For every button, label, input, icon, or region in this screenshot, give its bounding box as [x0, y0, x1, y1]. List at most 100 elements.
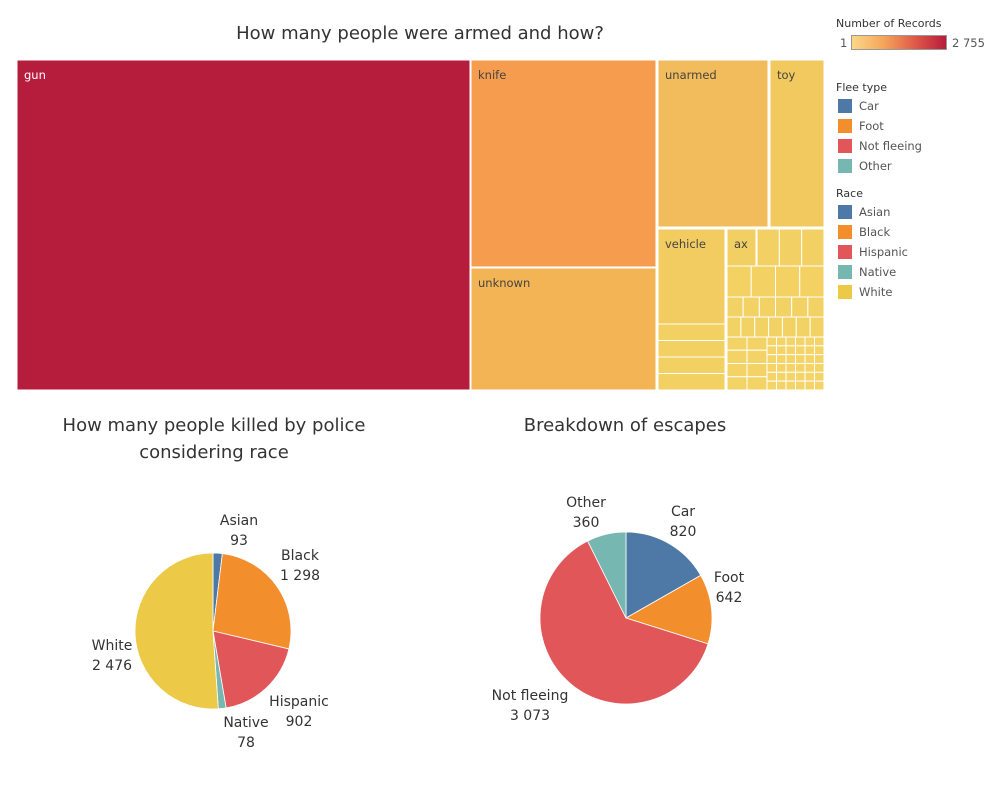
treemap-cell-small — [766, 354, 777, 364]
treemap-cell-small — [785, 354, 796, 364]
treemap-cell-gun — [16, 59, 471, 391]
treemap-cell-small — [726, 376, 748, 391]
treemap-cell-small — [766, 345, 777, 356]
race-legend-title: Race — [836, 187, 863, 200]
race-legend-item[interactable]: Hispanic — [838, 244, 908, 260]
treemap-cell-small — [657, 373, 726, 391]
legend-label: Car — [859, 99, 879, 113]
treemap-cell-small — [804, 363, 815, 373]
treemap-cell-small — [795, 336, 806, 347]
flee-legend-item[interactable]: Not fleeing — [838, 138, 922, 154]
treemap-cell-small — [776, 371, 787, 382]
legend-label: Other — [859, 159, 892, 173]
pie-value-label: 642 — [716, 590, 743, 606]
flee-legend-item[interactable]: Car — [838, 98, 879, 114]
records-legend-min: 1 — [840, 36, 848, 50]
treemap-cell-small — [768, 316, 783, 338]
treemap-cell-small — [814, 363, 825, 373]
treemap-cell-small — [785, 380, 796, 391]
treemap-cell-small — [795, 380, 806, 391]
treemap-cell-small — [785, 371, 796, 382]
records-legend-title: Number of Records — [836, 17, 942, 30]
treemap-cell-small — [775, 265, 801, 298]
treemap-cell-small — [804, 371, 815, 382]
treemap-cell-small — [814, 380, 825, 391]
treemap-cell-small — [778, 228, 803, 267]
treemap-cell-small — [795, 345, 806, 356]
pie-label: Foot — [714, 570, 745, 586]
treemap-cell-small — [814, 371, 825, 382]
race-legend-item[interactable]: Native — [838, 264, 896, 280]
treemap-cell-small — [776, 354, 787, 364]
treemap-label: ax — [734, 237, 748, 251]
treemap-cell-small — [804, 380, 815, 391]
pie-label: Not fleeing — [492, 688, 569, 704]
treemap-label: gun — [24, 68, 46, 82]
legend-swatch — [838, 285, 852, 299]
treemap-cell-small — [795, 363, 806, 373]
pie-value-label: 820 — [670, 524, 697, 540]
treemap-cell-small — [726, 349, 748, 364]
legend-label: Not fleeing — [859, 139, 922, 153]
treemap-cell-small — [807, 296, 825, 318]
treemap-cell-unknown — [470, 267, 657, 391]
legend-swatch — [838, 265, 852, 279]
treemap-cell-small — [766, 336, 777, 347]
treemap-cell-small — [804, 354, 815, 364]
treemap-cell-small — [657, 356, 726, 374]
treemap-cell-small — [795, 316, 811, 338]
treemap-cell-small — [801, 228, 825, 267]
pie-value-label: 360 — [573, 515, 600, 531]
pie-label: White — [92, 638, 133, 654]
pie-slice-car — [625, 531, 702, 619]
treemap-cell-small — [746, 349, 768, 364]
legend-label: Asian — [859, 205, 891, 219]
treemap-cell-small — [776, 363, 787, 373]
treemap-cell-small — [791, 296, 809, 318]
pie-value-label: 78 — [237, 735, 255, 751]
legend-swatch — [838, 119, 852, 133]
pie-slice-other — [587, 531, 627, 619]
legend-swatch — [838, 159, 852, 173]
treemap-label: unarmed — [665, 68, 717, 82]
treemap-cell-small — [785, 336, 796, 347]
treemap-cell-small — [776, 345, 787, 356]
pie-value-label: 902 — [286, 714, 313, 730]
race-legend-item[interactable]: Black — [838, 224, 890, 240]
records-legend-max: 2 755 — [952, 36, 985, 50]
pie-slice-black — [212, 553, 292, 650]
flee-legend-item[interactable]: Foot — [838, 118, 884, 134]
treemap-label: unknown — [478, 276, 530, 290]
treemap-cell-small — [785, 363, 796, 373]
treemap-cell-small — [746, 376, 768, 391]
escape-pie-title: Breakdown of escapes — [523, 415, 727, 436]
treemap-cell-small — [809, 316, 825, 338]
pie-label: Black — [281, 548, 320, 564]
pie-slice-white — [134, 552, 219, 710]
legend-swatch — [838, 205, 852, 219]
flee-legend-item[interactable]: Other — [838, 158, 892, 174]
treemap-cell-small — [746, 336, 768, 351]
treemap-cell-small — [795, 371, 806, 382]
treemap-cell-small — [726, 296, 744, 318]
treemap-cell-small — [766, 363, 777, 373]
pie-value-label: 93 — [230, 533, 248, 549]
treemap-cell-small — [726, 363, 748, 378]
treemap-cell-small — [758, 296, 776, 318]
race-legend-item[interactable]: Asian — [838, 204, 890, 220]
legend-swatch — [838, 99, 852, 113]
legend-label: Black — [859, 225, 891, 239]
treemap-cell-small — [742, 296, 760, 318]
treemap-cell-small — [740, 316, 756, 338]
legend-label: Native — [859, 265, 897, 279]
treemap-cell-small — [814, 345, 825, 356]
treemap-cell-small — [804, 336, 815, 347]
race-legend-item[interactable]: White — [838, 284, 892, 300]
treemap-cell-small — [785, 345, 796, 356]
pie-label: Native — [223, 715, 268, 731]
treemap-cell-small — [657, 323, 726, 341]
legend-swatch — [838, 139, 852, 153]
treemap-cell-small — [795, 354, 806, 364]
treemap-cell-small — [776, 336, 787, 347]
